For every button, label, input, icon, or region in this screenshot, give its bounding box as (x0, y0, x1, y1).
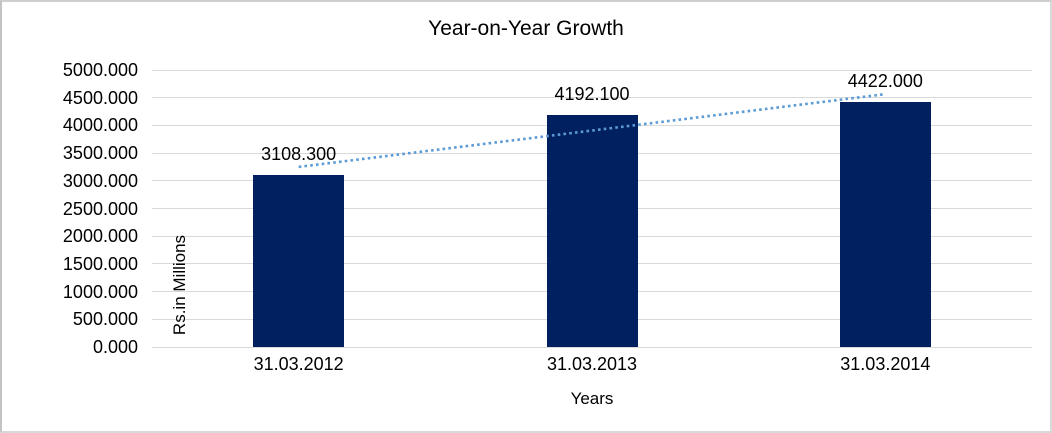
bar-value-label: 3108.300 (261, 143, 337, 164)
y-tick-label: 3500.000 (62, 143, 138, 164)
gridline (152, 69, 1032, 71)
bar-31.03.2013 (546, 114, 638, 347)
y-tick-label: 500.000 (72, 309, 138, 330)
y-tick-label: 4500.000 (62, 87, 138, 108)
y-tick-label: 5000.000 (62, 60, 138, 80)
bar-31.03.2014 (839, 102, 931, 347)
chart-title: Year-on-Year Growth (428, 17, 624, 40)
y-tick-label: 4000.000 (62, 115, 138, 136)
x-tick-label: 31.03.2013 (546, 354, 638, 374)
x-axis-title: Years (570, 389, 614, 408)
y-axis-title: Rs.in Millions (170, 234, 189, 336)
y-tick-label: 2500.000 (62, 198, 138, 219)
gridline (152, 346, 1032, 348)
y-tick-label: 1500.000 (62, 253, 138, 274)
x-tick-label: 31.03.2014 (840, 354, 931, 374)
plot-area: 3108.300 4192.100 4422.000 Rs.in Millions (152, 69, 1032, 348)
bar-value-label: 4192.100 (554, 83, 630, 104)
x-tick-label: 31.03.2012 (253, 354, 344, 374)
bar-value-label: 4422.000 (847, 71, 923, 92)
y-tick-label: 3000.000 (62, 170, 138, 191)
y-tick-label: 0.000 (92, 337, 138, 357)
bar-31.03.2012 (253, 174, 345, 347)
y-tick-label: 1000.000 (62, 281, 138, 302)
y-tick-label: 2000.000 (62, 226, 138, 247)
